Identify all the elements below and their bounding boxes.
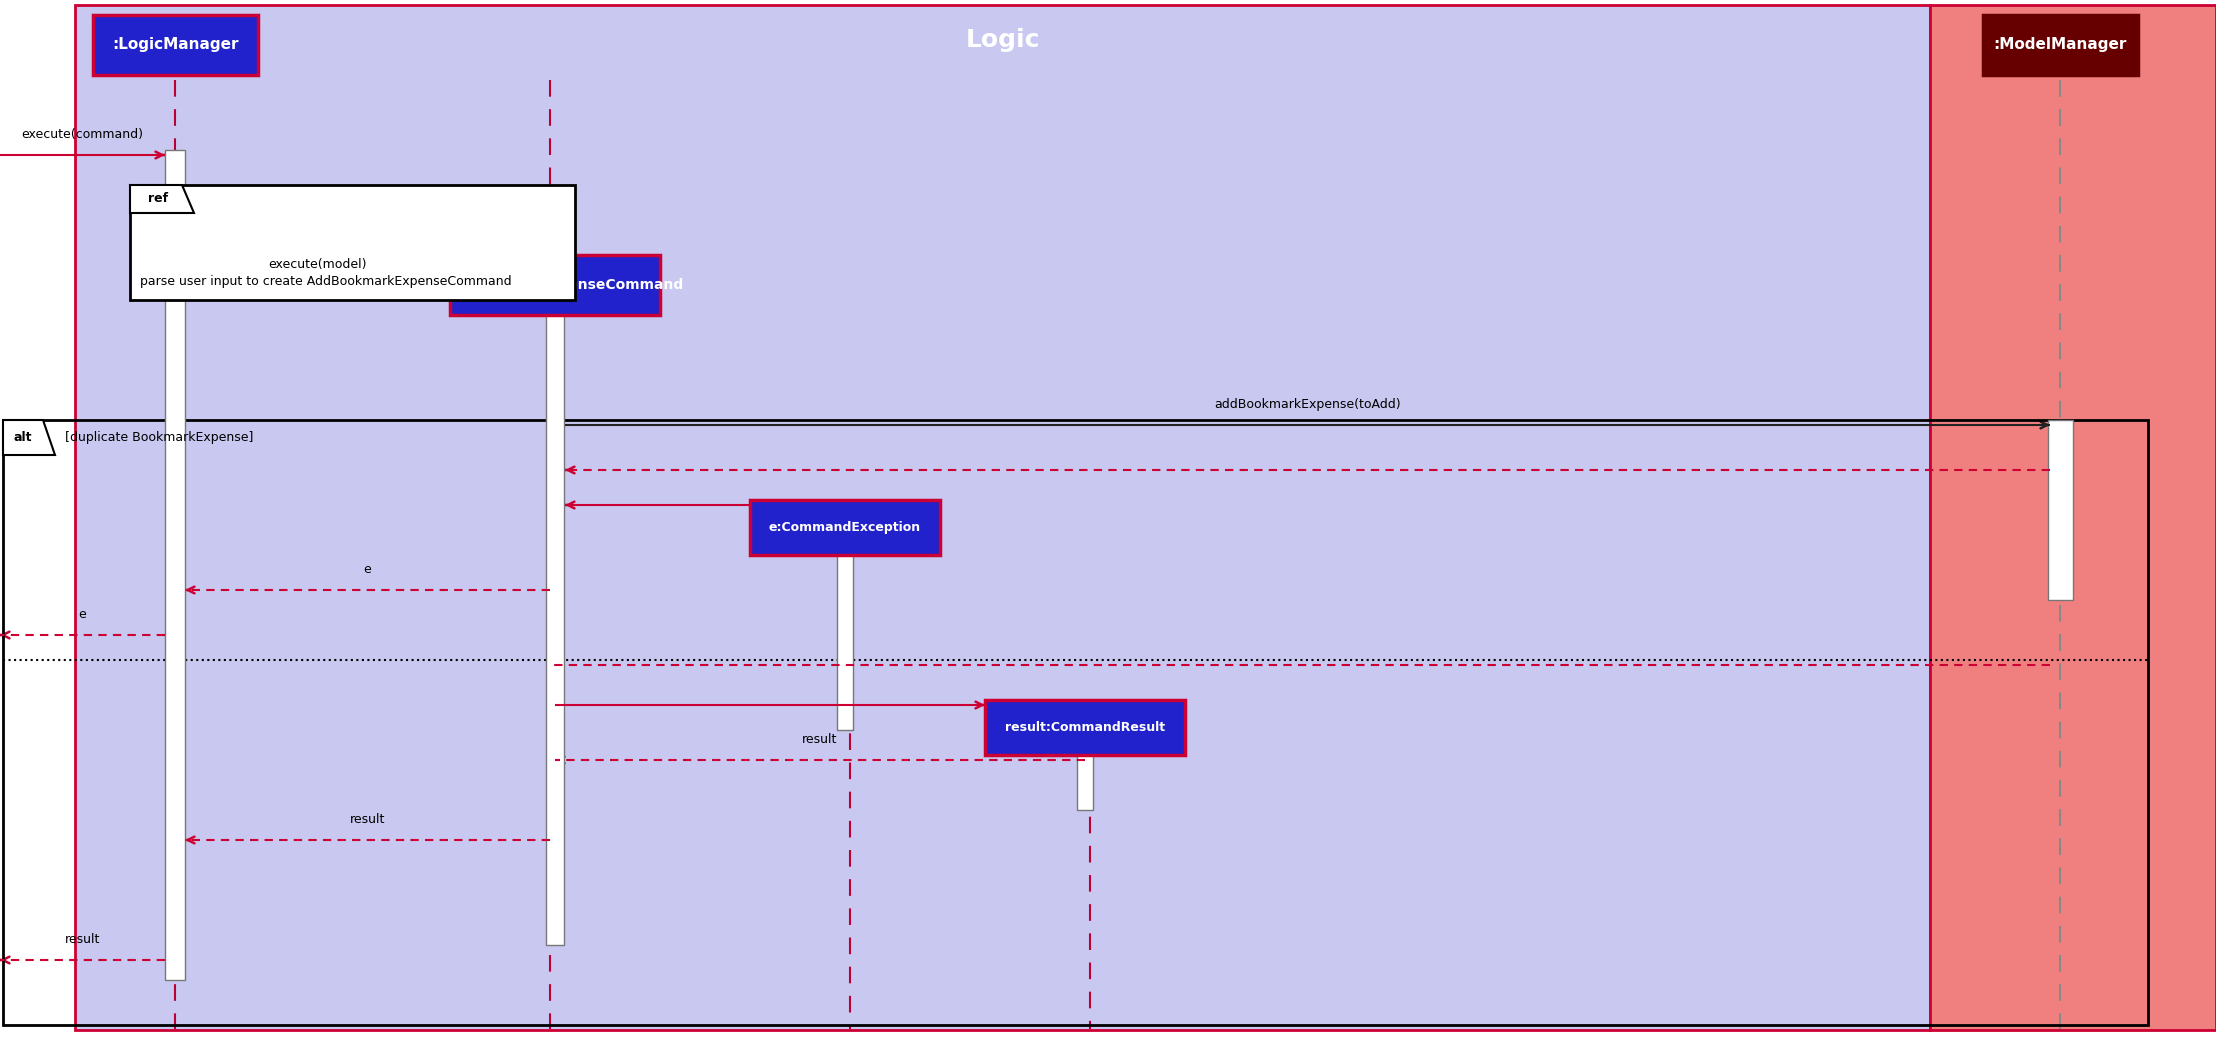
Text: result:CommandResult: result:CommandResult bbox=[1004, 721, 1166, 734]
Polygon shape bbox=[2, 420, 55, 455]
Text: result: result bbox=[350, 813, 386, 826]
Text: Model: Model bbox=[2030, 28, 2116, 52]
Text: e:CommandException: e:CommandException bbox=[769, 521, 922, 534]
Text: ref: ref bbox=[148, 193, 168, 206]
Bar bbox=[838, 500, 853, 730]
Bar bbox=[1983, 15, 2138, 74]
Bar bbox=[545, 280, 565, 945]
Text: :LogicManager: :LogicManager bbox=[111, 38, 239, 52]
Text: addBookmarkExpense(toAdd): addBookmarkExpense(toAdd) bbox=[1214, 398, 1401, 411]
Bar bbox=[1077, 700, 1092, 810]
Text: parse user input to create AddBookmarkExpenseCommand: parse user input to create AddBookmarkEx… bbox=[140, 276, 512, 288]
Bar bbox=[450, 255, 660, 315]
Text: execute(model): execute(model) bbox=[268, 258, 368, 271]
Text: result: result bbox=[802, 733, 838, 746]
Text: :AddBookmarkExpenseCommand: :AddBookmarkExpenseCommand bbox=[425, 278, 685, 292]
Bar bbox=[2, 420, 2147, 1025]
Text: execute(command): execute(command) bbox=[22, 128, 144, 141]
Bar bbox=[164, 150, 184, 980]
Bar bbox=[131, 185, 574, 300]
Text: e: e bbox=[363, 563, 372, 576]
Text: Logic: Logic bbox=[966, 28, 1039, 52]
Bar bbox=[93, 15, 257, 74]
Text: e: e bbox=[78, 608, 86, 621]
Bar bbox=[749, 500, 940, 555]
Text: alt: alt bbox=[13, 431, 33, 444]
Text: [duplicate BookmarkExpense]: [duplicate BookmarkExpense] bbox=[64, 431, 253, 444]
Text: :ModelManager: :ModelManager bbox=[1994, 38, 2127, 52]
Bar bbox=[1930, 5, 2216, 1030]
Bar bbox=[984, 700, 1186, 755]
Bar bbox=[75, 5, 1930, 1030]
Bar bbox=[2048, 420, 2072, 600]
Text: result: result bbox=[64, 933, 100, 946]
Polygon shape bbox=[131, 185, 195, 213]
